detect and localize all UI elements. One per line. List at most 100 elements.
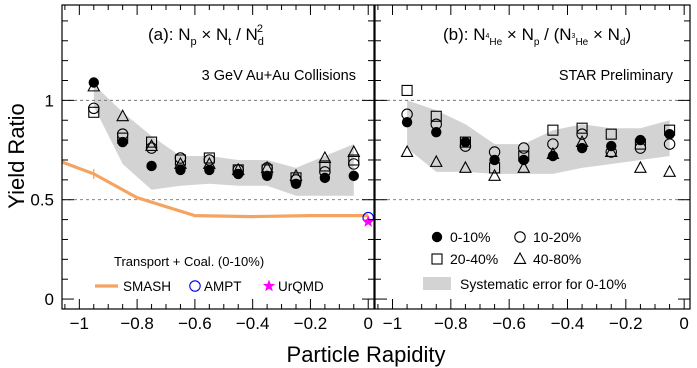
data-point-a-20-40% — [290, 172, 302, 184]
data-point-b-40-80% — [429, 154, 443, 167]
panel-frame-a — [61, 4, 375, 310]
legend-label-ampt: AMPT — [204, 279, 242, 294]
data-point-a-40-80% — [347, 144, 361, 157]
data-point-b-10-20% — [488, 146, 501, 158]
data-point-b-20-40% — [547, 124, 559, 136]
axis-ticks — [62, 5, 690, 309]
data-point-a-20-40% — [117, 132, 129, 144]
legend-label-10-20%: 10-20% — [533, 229, 581, 245]
panel-frames — [61, 4, 691, 310]
data-point-a-40-80% — [289, 168, 303, 181]
x-tick-label: 0 — [679, 314, 688, 333]
data-point-a-20-40% — [261, 164, 273, 176]
panel-annotation-b: STAR Preliminary — [559, 68, 674, 84]
x-tick-label: 0 — [363, 314, 372, 333]
legend-label-40-80%: 40-80% — [533, 251, 581, 267]
legend-swatch-band — [423, 277, 451, 290]
data-point-b-20-40% — [634, 138, 646, 150]
data-point-b-20-40% — [401, 84, 413, 96]
data-point-a-0-10% — [261, 170, 273, 182]
data-point-b-40-80% — [663, 164, 677, 177]
data-point-a-0-10% — [146, 160, 157, 172]
data-point-a-40-80% — [260, 160, 274, 173]
data-point-b-40-80% — [633, 160, 647, 173]
data-point-a-40-80% — [202, 156, 216, 169]
systematic-bands — [93, 84, 670, 196]
y-tick-label: 1 — [45, 91, 54, 110]
model-point-urqmd — [362, 215, 375, 227]
legend-marker-20-40% — [431, 253, 443, 265]
data-point-b-40-80% — [517, 160, 531, 173]
data-point-b-40-80% — [604, 144, 618, 157]
data-point-b-10-20% — [663, 138, 676, 150]
data-point-a-10-20% — [145, 142, 158, 154]
legend-marker-0-10% — [431, 231, 443, 243]
data-point-a-20-40% — [174, 154, 186, 166]
data-point-b-20-40% — [605, 128, 617, 140]
data-point-a-0-10% — [117, 136, 128, 148]
legend-swatch-ampt — [189, 280, 201, 292]
legend-swatch-urqmd — [262, 279, 276, 292]
data-point-b-0-10% — [401, 117, 413, 128]
legend-layer: Transport + Coal. (0-10%) SMASH AMPT UrQMD 0… — [95, 229, 627, 294]
dashed-reference-lines — [62, 99, 690, 201]
data-point-b-10-20% — [517, 142, 530, 154]
data-point-b-0-10% — [576, 142, 588, 154]
data-point-a-40-80% — [145, 138, 159, 152]
legend-label-band: Systematic error for 0-10% — [460, 276, 627, 292]
data-point-a-0-10% — [348, 170, 359, 182]
data-point-b-40-80% — [488, 168, 502, 181]
data-point-a-20-40% — [88, 106, 100, 118]
data-point-a-0-10% — [204, 164, 215, 176]
data-point-a-40-80% — [231, 162, 245, 175]
data-point-a-40-80% — [173, 156, 187, 169]
legend-label-smash: SMASH — [123, 279, 171, 294]
data-point-b-0-10% — [635, 134, 646, 146]
data-point-a-20-40% — [146, 136, 158, 148]
data-point-a-40-80% — [87, 79, 101, 92]
x-tick-label: −0.2 — [294, 314, 328, 333]
data-point-b-20-40% — [430, 110, 442, 122]
panel-frame-b — [374, 4, 691, 310]
text-layer: −1 −0.8 −0.6 −0.4 −0.2 0 3 GeV Au+Au Collision… — [4, 23, 689, 367]
legend-label-0-10%: 0-10% — [450, 229, 490, 245]
x-tick-label: −0.8 — [434, 314, 468, 333]
data-point-b-0-10% — [518, 154, 529, 166]
data-point-b-40-80% — [546, 146, 560, 159]
data-point-b-20-40% — [664, 124, 676, 136]
data-point-a-0-10% — [319, 172, 331, 184]
legend-marker-10-20% — [514, 231, 526, 243]
data-point-a-20-40% — [348, 154, 360, 166]
legend-label-20-40%: 20-40% — [450, 251, 498, 267]
systematic-band-a — [93, 84, 354, 196]
data-point-b-0-10% — [431, 126, 442, 138]
data-point-a-20-40% — [319, 160, 331, 172]
x-tick-label: −1 — [70, 314, 89, 333]
data-point-a-40-80% — [116, 109, 130, 122]
x-tick-label: −1 — [383, 314, 402, 333]
x-axis-label: Particle Rapidity — [287, 342, 446, 367]
data-point-b-0-10% — [547, 150, 559, 162]
panel-title-a: (a): Np × Nt / Nd2 — [148, 23, 264, 48]
data-point-b-10-20% — [401, 108, 413, 121]
data-point-b-0-10% — [460, 136, 471, 148]
model-legend-title: Transport + Coal. (0-10%) — [114, 254, 264, 269]
data-point-a-40-80% — [318, 150, 332, 163]
data-point-b-10-20% — [576, 128, 588, 140]
legend-label-urqmd: UrQMD — [278, 279, 324, 294]
legend-marker-40-80% — [513, 251, 527, 264]
panel-annotation-a: 3 GeV Au+Au Collisions — [202, 68, 356, 84]
y-axis-label: Yield Ratio — [4, 103, 29, 209]
data-point-b-40-80% — [458, 160, 472, 173]
data-point-b-20-40% — [489, 162, 501, 174]
systematic-band-b — [407, 100, 670, 174]
x-tick-label: −0.4 — [551, 314, 585, 333]
data-point-b-40-80% — [400, 144, 414, 157]
data-point-a-20-40% — [203, 152, 215, 164]
data-point-b-10-20% — [430, 118, 442, 130]
y-tick-label: 0 — [45, 290, 54, 309]
x-tick-label: −0.6 — [178, 314, 212, 333]
data-point-b-10-20% — [547, 138, 559, 150]
y-tick-label: 0.5 — [30, 191, 54, 210]
